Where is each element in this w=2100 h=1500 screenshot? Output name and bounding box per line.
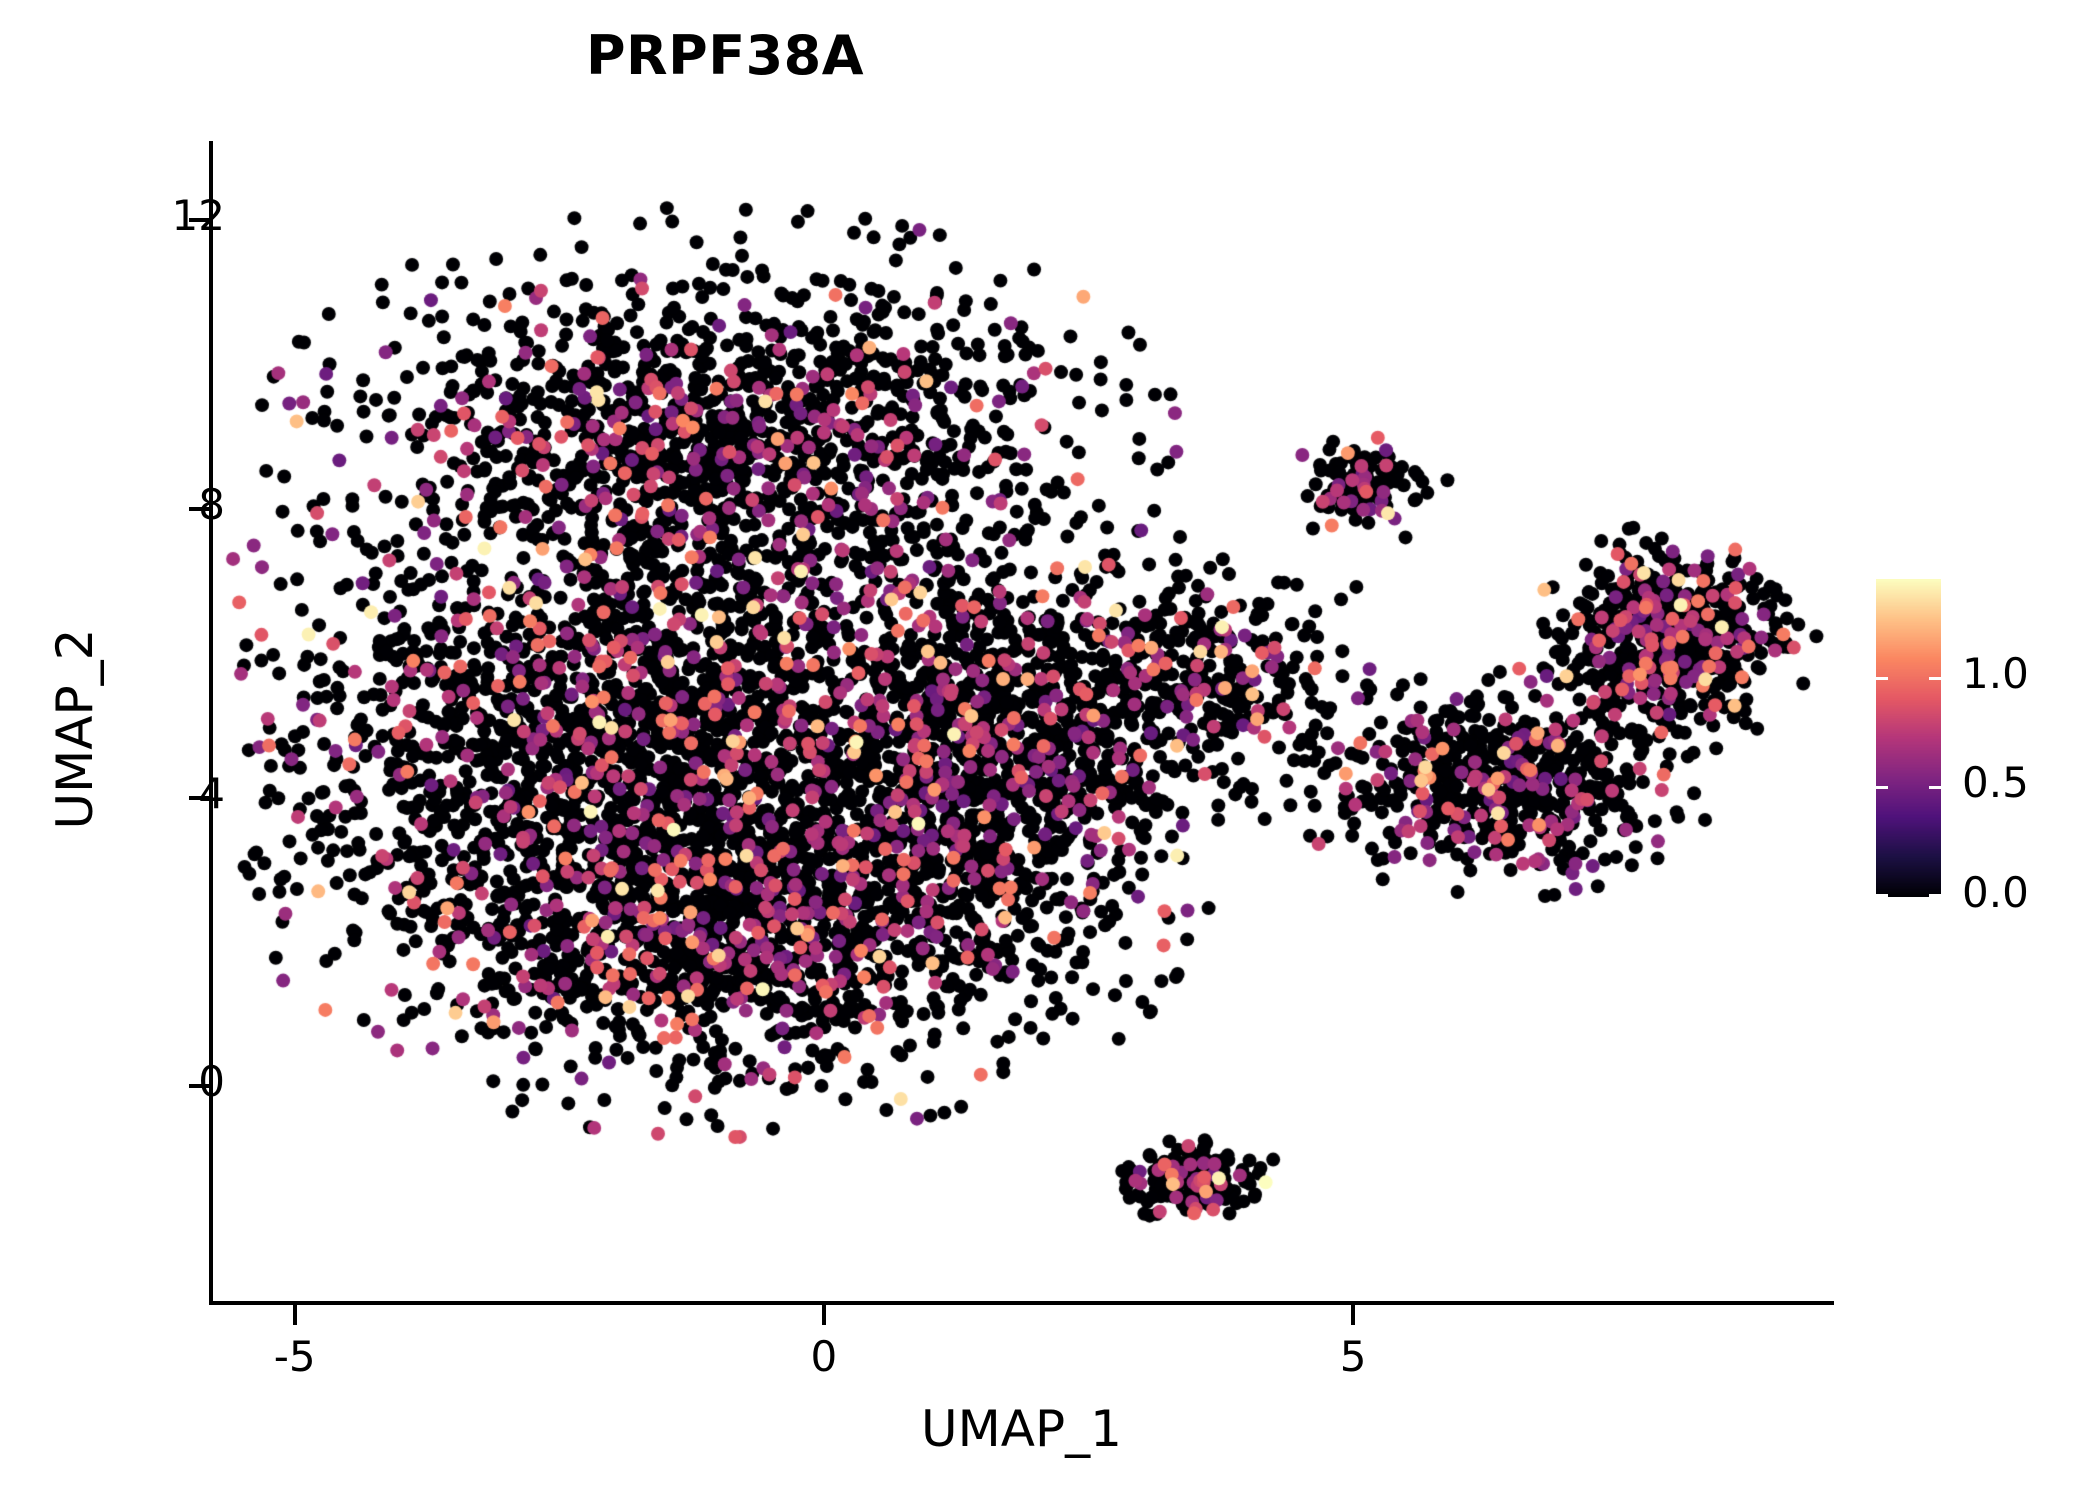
y-axis-label: UMAP_2 [46,628,104,830]
colorbar-tick-mark [1929,894,1941,897]
colorbar-tick-label: 0.5 [1962,758,2029,808]
y-tick-label: 12 [171,191,225,241]
x-tick-mark [821,1305,826,1325]
y-tick-mark [189,218,209,223]
colorbar-tick-mark [1876,894,1888,897]
colorbar-tick-mark [1876,786,1888,790]
x-tick-mark [1351,1305,1356,1325]
x-tick-label: -5 [273,1332,316,1381]
scatter-canvas [210,141,1840,1303]
colorbar-tick-label: 0.0 [1962,868,2029,917]
colorbar-gradient [1876,579,1941,897]
x-axis-label: UMAP_1 [921,1400,1122,1458]
colorbar-tick-mark [1876,676,1888,680]
colorbar-tick-mark [1929,676,1941,680]
x-axis-spine [209,1301,1834,1305]
y-tick-mark [189,507,209,512]
y-tick-mark [189,795,209,800]
x-tick-mark [292,1305,297,1325]
plot-area [210,141,1840,1303]
x-tick-label: 0 [810,1332,838,1381]
y-tick-label: 8 [198,480,225,530]
colorbar-tick-label: 1.0 [1962,648,2029,698]
y-tick-mark [189,1084,209,1089]
colorbar-tick-mark [1929,786,1941,790]
x-tick-label: 5 [1339,1332,1367,1381]
y-tick-label: 0 [198,1057,225,1107]
page-title: PRPF38A [585,24,865,87]
y-tick-label: 4 [198,768,225,818]
colorbar: 0.0 0.5 1.0 [1876,579,2096,917]
